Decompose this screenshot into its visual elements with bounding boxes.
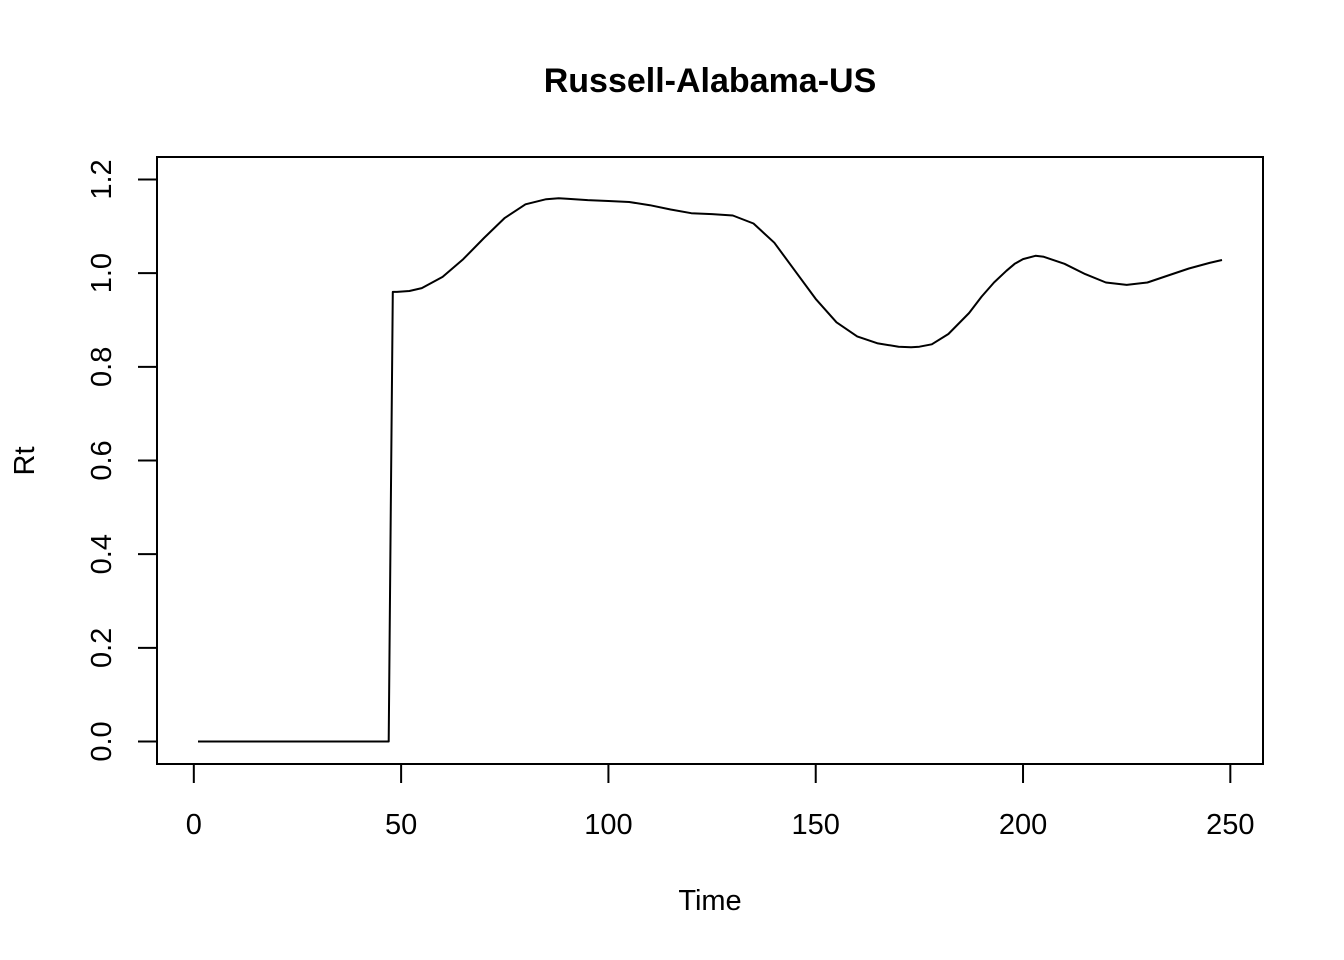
plot-area <box>156 156 1264 765</box>
y-tick-label: 1.0 <box>86 253 118 293</box>
x-tick-label: 250 <box>1206 809 1254 841</box>
y-tick-label: 0.4 <box>86 534 118 574</box>
x-axis: 0 50 100 150 200 250 <box>186 763 1255 841</box>
y-axis: 0.0 0.2 0.4 0.6 0.8 1.0 1.2 <box>86 159 158 762</box>
y-tick-label: 0.0 <box>86 721 118 761</box>
x-axis-label: Time <box>678 885 741 917</box>
x-tick-label: 150 <box>792 809 840 841</box>
x-tick-label: 100 <box>584 809 632 841</box>
y-tick-label: 0.6 <box>86 440 118 480</box>
y-tick-label: 0.2 <box>86 628 118 668</box>
x-tick-label: 50 <box>385 809 417 841</box>
chart-title: Russell-Alabama-US <box>544 62 877 100</box>
y-tick-label: 0.8 <box>86 347 118 387</box>
y-axis-label: Rt <box>9 447 41 476</box>
series-line-0 <box>198 197 1223 743</box>
x-tick-label: 200 <box>999 809 1047 841</box>
y-tick-label: 1.2 <box>86 159 118 199</box>
x-tick-label: 0 <box>186 809 202 841</box>
series-group <box>198 197 1223 743</box>
